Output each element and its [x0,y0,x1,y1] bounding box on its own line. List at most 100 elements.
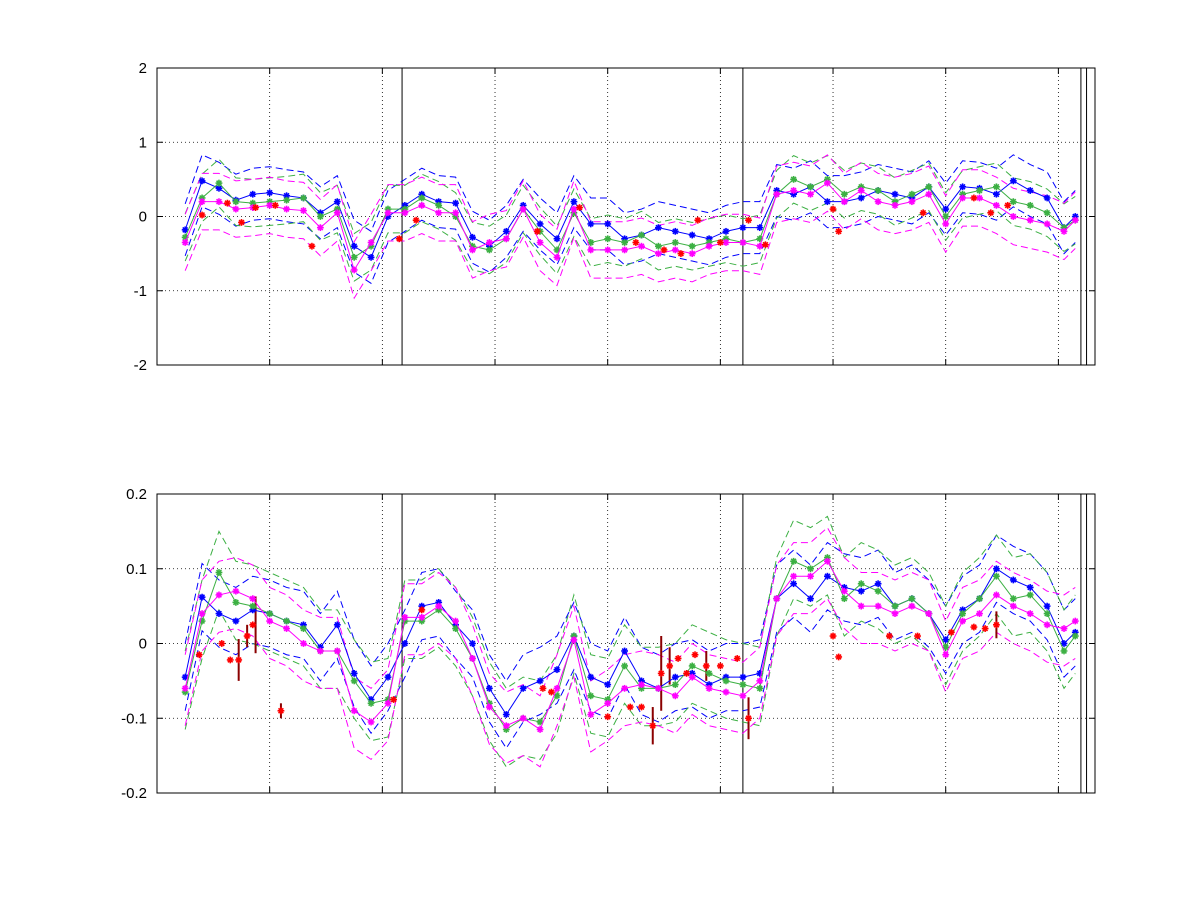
data-point [401,209,409,217]
data-point [981,625,989,632]
data-point [993,572,1000,580]
data-point [215,569,223,576]
data-point [266,189,274,197]
data-point [976,595,983,603]
grid [156,493,1095,794]
data-point [570,636,578,644]
data-point [536,239,544,246]
data-point [1026,591,1034,599]
data-point [666,662,674,670]
data-point [536,726,544,733]
data-point [885,632,893,640]
data-point [333,209,341,217]
data-point [553,684,561,692]
data-point [874,587,882,595]
data-point [925,183,933,191]
data-point [993,621,1000,629]
data-point [824,179,831,187]
data-point [705,242,713,250]
data-point [350,670,358,677]
data-point [857,580,865,588]
data-point [249,595,257,603]
y-tick-label: 0.2 [126,486,147,503]
data-point [604,220,612,228]
envelope-upper [184,534,1076,682]
data-point [384,699,392,707]
data-point [604,681,612,689]
envelope-lower [184,594,1076,768]
data-point [604,235,612,243]
data-point [1071,216,1079,224]
ticks [156,493,1095,794]
data-point [181,684,189,692]
data-point [1026,201,1034,209]
data-point [857,587,865,595]
data-point [539,684,547,692]
data-point [587,673,595,681]
data-point [691,651,699,659]
data-point [587,220,595,228]
data-point [469,246,476,254]
data-point [942,651,950,659]
data-point [694,216,702,224]
data-point [418,613,426,621]
data-point [198,610,206,617]
data-point [874,580,882,588]
data-point [908,602,916,610]
data-point [1043,602,1051,610]
data-point [401,613,409,621]
data-point [942,636,950,644]
data-point [671,239,679,246]
data-point [874,602,882,610]
y-tick-label: 0 [139,636,147,653]
data-point [891,190,899,198]
data-point [350,677,358,685]
envelope-lower [184,601,1076,750]
y-tick-label: -0.2 [121,785,147,802]
data-point [350,253,358,261]
data-point [232,205,240,213]
data-point [942,220,950,228]
data-point [283,625,290,632]
data-point [835,653,843,661]
envelope-upper [184,154,1076,233]
data-point [649,722,657,730]
data-point [824,557,831,565]
data-point [688,242,696,250]
data-point [181,239,189,246]
data-point [235,656,243,664]
data-point [654,224,662,232]
data-point [621,647,628,655]
data-point [654,684,662,692]
data-point [536,718,544,726]
data-point [908,595,916,603]
data-point [688,662,696,670]
data-point [1060,625,1068,632]
y-tick-label: -0.1 [121,710,147,727]
data-point [198,211,206,219]
data-point [987,209,995,217]
y-tick-label: 0 [139,209,147,226]
data-point [716,662,724,670]
data-point [705,684,713,692]
data-point [1004,201,1012,209]
data-point [1009,602,1017,610]
data-point [705,670,713,677]
envelope-upper [184,155,1076,235]
data-point [739,673,747,681]
data-point [333,647,341,655]
salinity-panel: -0.2 -0.1 0 0.1 0.2 [121,486,1096,802]
data-point [271,201,279,209]
data-point [840,190,848,198]
data-point [536,677,544,685]
data-point [835,227,843,235]
data-point [671,681,679,689]
data-point [1026,216,1034,224]
data-point [733,655,741,662]
data-point [1060,227,1068,235]
data-point [224,199,231,207]
data-point [570,205,578,213]
data-point [367,253,375,261]
data-point [215,179,223,187]
data-point [198,617,206,625]
